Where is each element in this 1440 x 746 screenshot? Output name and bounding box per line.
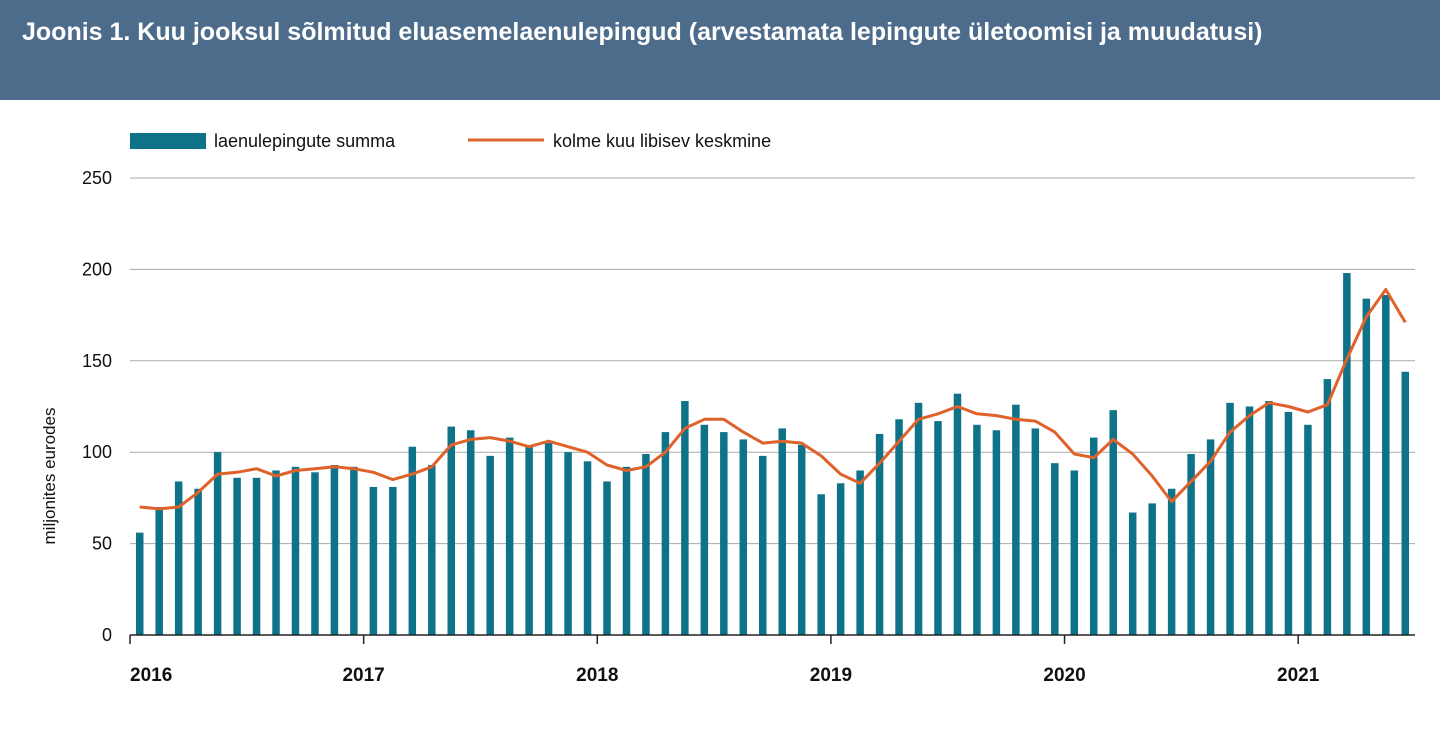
bar (213, 452, 222, 635)
gridlines (130, 177, 1415, 545)
x-tick-label: 2021 (1277, 665, 1320, 686)
bar (1323, 379, 1332, 635)
bar (934, 421, 942, 635)
chart-title: Joonis 1. Kuu jooksul sõlmitud eluasemel… (22, 18, 1263, 46)
bar (291, 466, 300, 635)
bar (1284, 411, 1293, 635)
bar (408, 446, 417, 635)
bar (681, 401, 689, 635)
bar (583, 461, 592, 635)
bar (1401, 371, 1410, 635)
bar (174, 481, 183, 635)
y-tick-label: 100 (82, 442, 112, 462)
bar (194, 488, 202, 635)
moving-average-line (139, 288, 1407, 511)
bar (720, 432, 728, 635)
y-tick-label: 50 (92, 534, 112, 554)
bar (486, 455, 494, 635)
x-tick-label: 2018 (576, 665, 618, 686)
bar (953, 393, 962, 635)
bar (428, 464, 436, 635)
bar (622, 466, 631, 635)
bar (895, 419, 903, 635)
bar (875, 433, 884, 635)
bar (1343, 273, 1351, 635)
bar (155, 507, 163, 635)
bar (817, 494, 825, 635)
legend-bar-swatch (130, 133, 206, 149)
bar (1226, 402, 1234, 635)
bar (1109, 410, 1117, 635)
x-tick-label: 2016 (130, 665, 172, 686)
bars-series (135, 273, 1410, 635)
bar (1148, 503, 1156, 635)
bar (544, 443, 553, 635)
bar (233, 477, 241, 635)
y-tick-label: 150 (82, 351, 112, 371)
chart-title-bar: Joonis 1. Kuu jooksul sõlmitud eluasemel… (0, 0, 1440, 100)
bar (1128, 512, 1137, 635)
y-tick-label: 200 (82, 259, 112, 279)
bar (1031, 428, 1040, 635)
y-tick-labels: 0 50 100 150 200 250 (82, 168, 112, 645)
bar (311, 472, 319, 635)
bar (1382, 294, 1390, 635)
bar (700, 424, 709, 635)
bar (1206, 439, 1215, 635)
bar (914, 402, 923, 635)
bar (564, 452, 572, 635)
bar (856, 470, 864, 635)
legend-bar-label: laenulepingute summa (214, 131, 396, 151)
bar (350, 466, 358, 635)
bar (603, 481, 611, 635)
bar (797, 444, 806, 635)
bar (1090, 437, 1098, 635)
legend: laenulepingute summa kolme kuu libisev k… (130, 131, 771, 151)
bar (1187, 454, 1195, 635)
bar (369, 486, 378, 635)
bar (252, 477, 261, 635)
y-axis-label: miljonites eurodes (40, 407, 59, 544)
bar (778, 428, 786, 635)
bar (1051, 463, 1059, 635)
bar (135, 532, 144, 635)
bar (973, 424, 981, 635)
bar (739, 439, 748, 635)
bar (759, 455, 767, 635)
bar (272, 470, 280, 635)
x-tick-label: 2020 (1043, 665, 1085, 686)
bar (1362, 298, 1371, 635)
x-tick-label: 2017 (342, 665, 384, 686)
bar (1012, 404, 1020, 635)
bar (525, 446, 533, 635)
bar (505, 437, 514, 635)
bar (1167, 488, 1176, 635)
bar (1265, 401, 1273, 635)
bar (642, 454, 650, 635)
bar (1245, 406, 1254, 635)
bar (661, 432, 670, 635)
y-tick-label: 250 (82, 168, 112, 188)
bar (836, 483, 845, 635)
bar (330, 464, 339, 635)
legend-line-label: kolme kuu libisev keskmine (553, 131, 771, 151)
bar (1304, 424, 1312, 635)
x-axis: 2016 2017 2018 2019 2020 2021 (129, 634, 1415, 686)
bar (1070, 470, 1079, 635)
bar (389, 486, 397, 635)
bar (447, 426, 455, 635)
y-tick-label: 0 (102, 625, 112, 645)
bar (466, 430, 475, 635)
chart: laenulepingute summa kolme kuu libisev k… (40, 131, 1415, 686)
x-tick-label: 2019 (810, 665, 852, 686)
bar (992, 430, 1001, 635)
